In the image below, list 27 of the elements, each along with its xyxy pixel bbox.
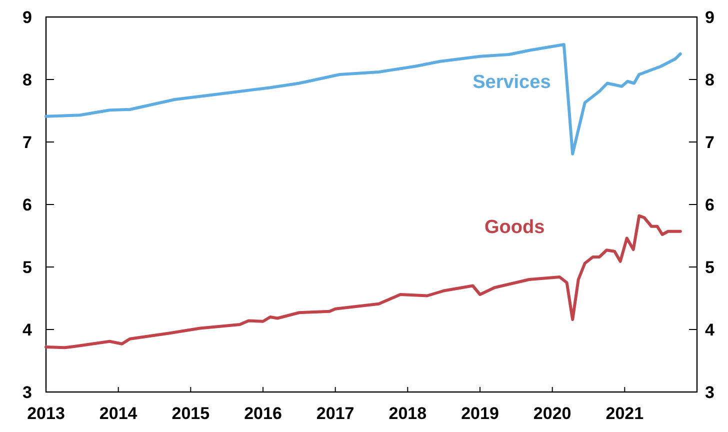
y-tick-label: 9	[22, 8, 32, 27]
y-tick-label: 3	[22, 383, 32, 402]
y2-tick-label: 7	[705, 133, 714, 152]
x-tick-label: 2015	[172, 404, 210, 423]
y2-tick-label: 9	[705, 8, 714, 27]
y-tick-label: 6	[22, 196, 32, 214]
line-series	[44, 43, 682, 156]
x-tick-label: 2017	[316, 404, 354, 423]
y-tick-label: 7	[22, 133, 32, 152]
y-tick-label: 5	[22, 258, 32, 277]
x-tick-label: 2019	[461, 404, 499, 423]
text: Goods	[484, 217, 545, 238]
y2-tick-label: 3	[705, 383, 714, 402]
x-tick-label: 2018	[388, 404, 427, 423]
x-tick-label: 2014	[99, 404, 138, 423]
y-tick-label: 4	[22, 320, 33, 340]
y-tick-label: 8	[22, 70, 32, 90]
y2-tick-label: 5	[705, 258, 714, 277]
y2-tick-label: 6	[705, 196, 714, 214]
x-tick-label: 2020	[533, 404, 572, 423]
y2-tick-label: 8	[705, 70, 714, 90]
x-tick-label: 2021	[606, 404, 644, 423]
x-tick-label: 2013	[27, 404, 65, 423]
series-label: Services	[472, 72, 551, 93]
line-series	[44, 214, 682, 350]
x-tick-label: 2016	[244, 404, 282, 423]
y2-tick-label: 4	[705, 320, 715, 340]
